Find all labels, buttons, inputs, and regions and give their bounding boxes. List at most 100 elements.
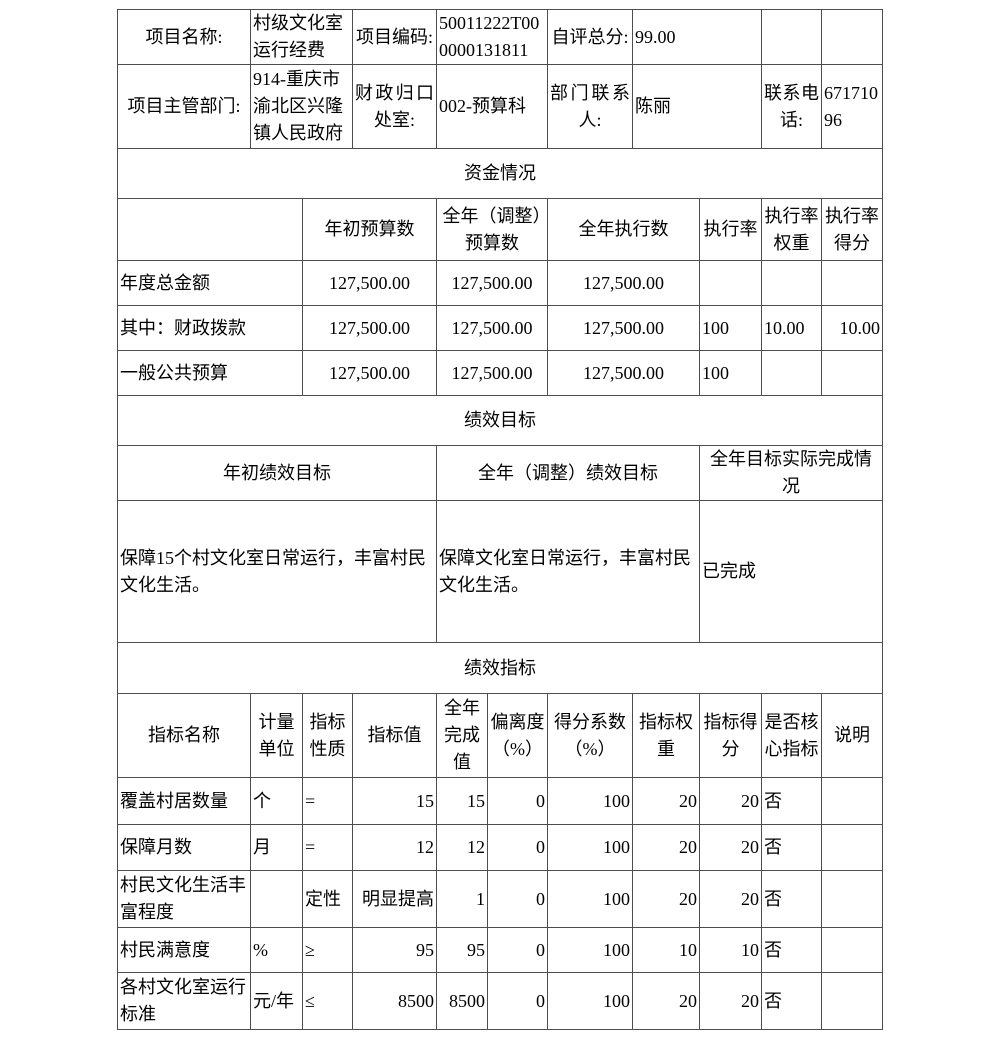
funding-rate-value: 100: [699, 350, 762, 396]
funding-section-row: 资金情况: [116, 148, 884, 199]
funding-executed-value: 127,500.00: [547, 260, 700, 306]
indicator-actual: 8500: [435, 972, 488, 1030]
funding-adjusted-value: 127,500.00: [435, 260, 549, 306]
indicator-row: 村民满意度 % ≥ 95 95 0 100 10 10 否: [116, 927, 883, 973]
funding-rate-score-value: 10.00: [821, 305, 883, 351]
funding-rate-score-value: [821, 350, 883, 396]
goals-section-title: 绩效目标: [116, 395, 884, 446]
indicator-score: 20: [699, 870, 762, 928]
self-score-value: 99.00: [632, 9, 762, 65]
goals-section-row: 绩效目标: [116, 395, 884, 446]
indicator-weight: 20: [632, 824, 700, 871]
funding-header-rate: 执行率: [699, 198, 762, 261]
funding-row-fiscal: 其中：财政拨款 127,500.00 127,500.00 127,500.00…: [116, 305, 883, 351]
indicator-target: 12: [351, 824, 437, 871]
project-name-label: 项目名称:: [116, 9, 251, 65]
indicator-deviation: 0: [486, 824, 549, 871]
funding-executed-value: 127,500.00: [547, 305, 700, 351]
indicator-note: [821, 777, 883, 825]
indicator-coefficient: 100: [547, 927, 633, 973]
indicator-core: 否: [761, 972, 822, 1030]
indicator-deviation: 0: [486, 972, 549, 1030]
indicator-actual: 12: [435, 824, 488, 871]
self-score-label: 自评总分:: [547, 9, 633, 65]
indicator-header-note: 说明: [821, 693, 883, 778]
indicator-name: 村民文化生活丰富程度: [116, 870, 251, 928]
indicator-header-weight: 指标权重: [632, 693, 700, 778]
goals-header-initial: 年初绩效目标: [116, 445, 437, 501]
funding-header-adjusted: 全年（调整）预算数: [435, 198, 549, 261]
indicator-weight: 20: [632, 870, 700, 928]
indicator-deviation: 0: [486, 870, 549, 928]
indicator-nature: =: [301, 824, 353, 871]
project-info-row-1: 项目名称: 村级文化室运行经费 项目编码: 50011222T000000131…: [116, 9, 883, 65]
goal-initial-text: 保障15个村文化室日常运行，丰富村民文化生活。: [116, 500, 437, 643]
funding-rate-value: [699, 260, 762, 306]
funding-header-blank: [116, 198, 303, 261]
indicator-row: 村民文化生活丰富程度 定性 明显提高 1 0 100 20 20 否: [116, 870, 883, 928]
indicator-target: 95: [351, 927, 437, 973]
indicator-unit: 月: [249, 824, 303, 871]
funding-initial-value: 127,500.00: [301, 350, 437, 396]
indicator-score: 20: [699, 824, 762, 871]
goal-actual-text: 已完成: [699, 500, 883, 643]
indicator-core: 否: [761, 927, 822, 973]
empty-cell: [761, 9, 822, 65]
indicator-deviation: 0: [486, 777, 549, 825]
indicator-unit: 元/年: [249, 972, 303, 1030]
indicator-header-nature: 指标性质: [301, 693, 353, 778]
indicator-row: 覆盖村居数量 个 = 15 15 0 100 20 20 否: [116, 777, 883, 825]
goals-header-actual: 全年目标实际完成情况: [699, 445, 883, 501]
indicator-coefficient: 100: [547, 824, 633, 871]
phone-label: 联系电话:: [761, 64, 822, 149]
indicator-core: 否: [761, 824, 822, 871]
funding-header-initial: 年初预算数: [301, 198, 437, 261]
funding-row-label: 其中：财政拨款: [116, 305, 303, 351]
indicator-actual: 95: [435, 927, 488, 973]
indicators-header-row: 指标名称 计量单位 指标性质 指标值 全年完成值 偏离度（%） 得分系数（%） …: [116, 693, 883, 778]
indicator-unit: [249, 870, 303, 928]
indicator-name: 保障月数: [116, 824, 251, 871]
indicator-name: 覆盖村居数量: [116, 777, 251, 825]
dept-label: 项目主管部门:: [116, 64, 251, 149]
project-code-value: 50011222T000000131811: [435, 9, 549, 65]
project-name-value: 村级文化室运行经费: [249, 9, 353, 65]
indicator-name: 各村文化室运行标准: [116, 972, 251, 1030]
indicator-nature: ≥: [301, 927, 353, 973]
indicator-nature: =: [301, 777, 353, 825]
goals-header-adjusted: 全年（调整）绩效目标: [435, 445, 701, 501]
indicator-score: 10: [699, 927, 762, 973]
contact-label: 部门联系人:: [547, 64, 633, 149]
office-value: 002-预算科: [435, 64, 549, 149]
indicator-header-unit: 计量单位: [249, 693, 303, 778]
goals-content-row: 保障15个村文化室日常运行，丰富村民文化生活。 保障文化室日常运行，丰富村民文化…: [116, 500, 883, 643]
indicator-coefficient: 100: [547, 972, 633, 1030]
goals-header-row: 年初绩效目标 全年（调整）绩效目标 全年目标实际完成情况: [116, 445, 883, 501]
funding-rate-weight-value: [761, 350, 822, 396]
indicators-section-row: 绩效指标: [116, 642, 884, 694]
funding-initial-value: 127,500.00: [301, 305, 437, 351]
indicator-header-coefficient: 得分系数（%）: [547, 693, 633, 778]
indicator-weight: 20: [632, 777, 700, 825]
funding-row-label: 年度总金额: [116, 260, 303, 306]
funding-header-rate-weight: 执行率权重: [761, 198, 822, 261]
funding-row-label: 一般公共预算: [116, 350, 303, 396]
indicator-header-deviation: 偏离度（%）: [486, 693, 549, 778]
indicator-target: 15: [351, 777, 437, 825]
indicator-header-target: 指标值: [351, 693, 437, 778]
phone-value: 67171096: [821, 64, 883, 149]
project-code-label: 项目编码:: [351, 9, 437, 65]
indicator-row: 各村文化室运行标准 元/年 ≤ 8500 8500 0 100 20 20 否: [116, 972, 883, 1030]
indicator-name: 村民满意度: [116, 927, 251, 973]
indicator-coefficient: 100: [547, 777, 633, 825]
indicator-score: 20: [699, 777, 762, 825]
funding-row-total: 年度总金额 127,500.00 127,500.00 127,500.00: [116, 260, 883, 306]
indicator-actual: 15: [435, 777, 488, 825]
indicator-nature: ≤: [301, 972, 353, 1030]
indicator-note: [821, 927, 883, 973]
indicator-header-score: 指标得分: [699, 693, 762, 778]
indicator-unit: %: [249, 927, 303, 973]
funding-row-public-budget: 一般公共预算 127,500.00 127,500.00 127,500.00 …: [116, 350, 883, 396]
funding-rate-score-value: [821, 260, 883, 306]
indicator-weight: 20: [632, 972, 700, 1030]
